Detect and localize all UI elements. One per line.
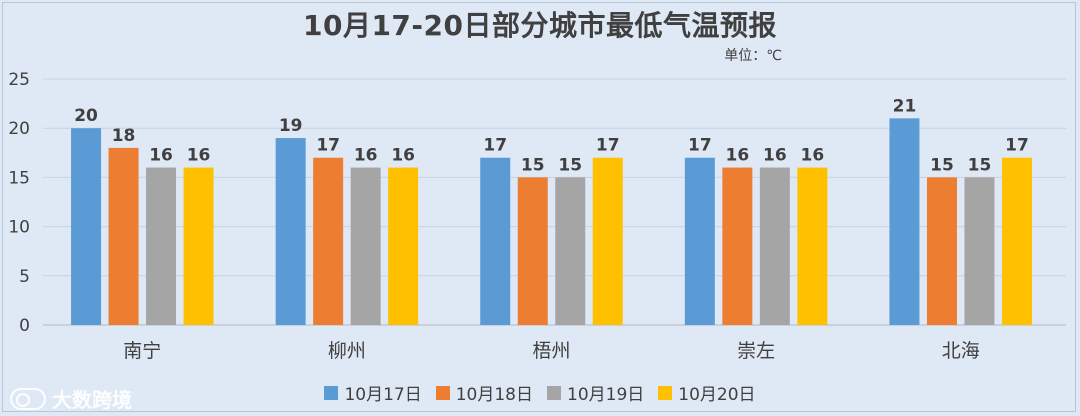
data-label: 19: [279, 116, 303, 136]
data-label: 17: [316, 136, 340, 156]
data-label: 16: [726, 146, 750, 166]
data-label: 17: [483, 136, 507, 156]
bar: [480, 157, 511, 325]
bar: [797, 167, 828, 325]
bar: [313, 157, 344, 325]
data-label: 17: [596, 136, 620, 156]
bar: [889, 118, 920, 325]
data-label: 16: [801, 146, 825, 166]
bar: [108, 147, 139, 325]
bar: [926, 177, 957, 325]
data-label: 16: [763, 146, 787, 166]
y-tick-label: 25: [8, 70, 30, 90]
bar: [1001, 157, 1032, 325]
data-label: 21: [893, 96, 917, 116]
legend-swatch: [435, 385, 450, 400]
bar: [722, 167, 753, 325]
chart-legend: 10月17日 10月18日 10月19日 10月20日: [0, 380, 1080, 405]
bar: [964, 177, 995, 325]
data-label: 16: [391, 146, 415, 166]
watermark: 大数跨境: [10, 384, 132, 413]
bar: [275, 138, 306, 325]
y-tick-label: 15: [8, 168, 30, 188]
data-label: 16: [187, 146, 211, 166]
bar: [759, 167, 790, 325]
chart-title: 10月17-20日部分城市最低气温预报: [302, 9, 778, 42]
legend-item: 10月18日: [435, 380, 533, 405]
watermark-logo-icon: [10, 387, 46, 410]
watermark-text: 大数跨境: [52, 388, 132, 412]
bar: [592, 157, 623, 325]
bar: [146, 167, 177, 325]
data-label: 15: [968, 155, 992, 175]
legend-label: 10月18日: [455, 385, 533, 405]
bar: [183, 167, 214, 325]
y-tick-label: 5: [19, 267, 30, 287]
data-label: 16: [354, 146, 378, 166]
y-tick-label: 0: [19, 316, 30, 336]
data-label: 17: [1005, 136, 1029, 156]
unit-label: 单位：℃: [724, 48, 782, 64]
legend-swatch: [658, 385, 673, 400]
y-tick-label: 20: [8, 119, 30, 139]
x-category-label: 崇左: [737, 340, 775, 362]
bar: [684, 157, 715, 325]
legend-item: 10月17日: [324, 380, 422, 405]
legend-label: 10月19日: [567, 385, 645, 405]
bar: [71, 128, 102, 325]
x-category-label: 南宁: [123, 340, 161, 362]
data-label: 15: [930, 155, 954, 175]
data-label: 20: [74, 106, 98, 126]
legend-swatch: [324, 385, 339, 400]
bar: [350, 167, 381, 325]
data-label: 17: [688, 136, 712, 156]
data-label: 15: [521, 155, 545, 175]
data-label: 16: [149, 146, 173, 166]
bar: [388, 167, 419, 325]
bar: [555, 177, 586, 325]
legend-item: 10月19日: [547, 380, 644, 405]
legend-label: 10月17日: [344, 385, 422, 405]
legend-swatch: [547, 385, 561, 400]
data-label: 15: [558, 155, 582, 175]
x-category-label: 梧州: [532, 340, 570, 362]
data-label: 18: [112, 126, 136, 146]
legend-item: 10月20日: [658, 380, 756, 405]
y-tick-label: 10: [8, 218, 30, 238]
legend-label: 10月20日: [678, 385, 756, 405]
bar: [517, 177, 548, 325]
x-category-label: 北海: [942, 340, 980, 362]
x-category-label: 柳州: [328, 340, 366, 362]
